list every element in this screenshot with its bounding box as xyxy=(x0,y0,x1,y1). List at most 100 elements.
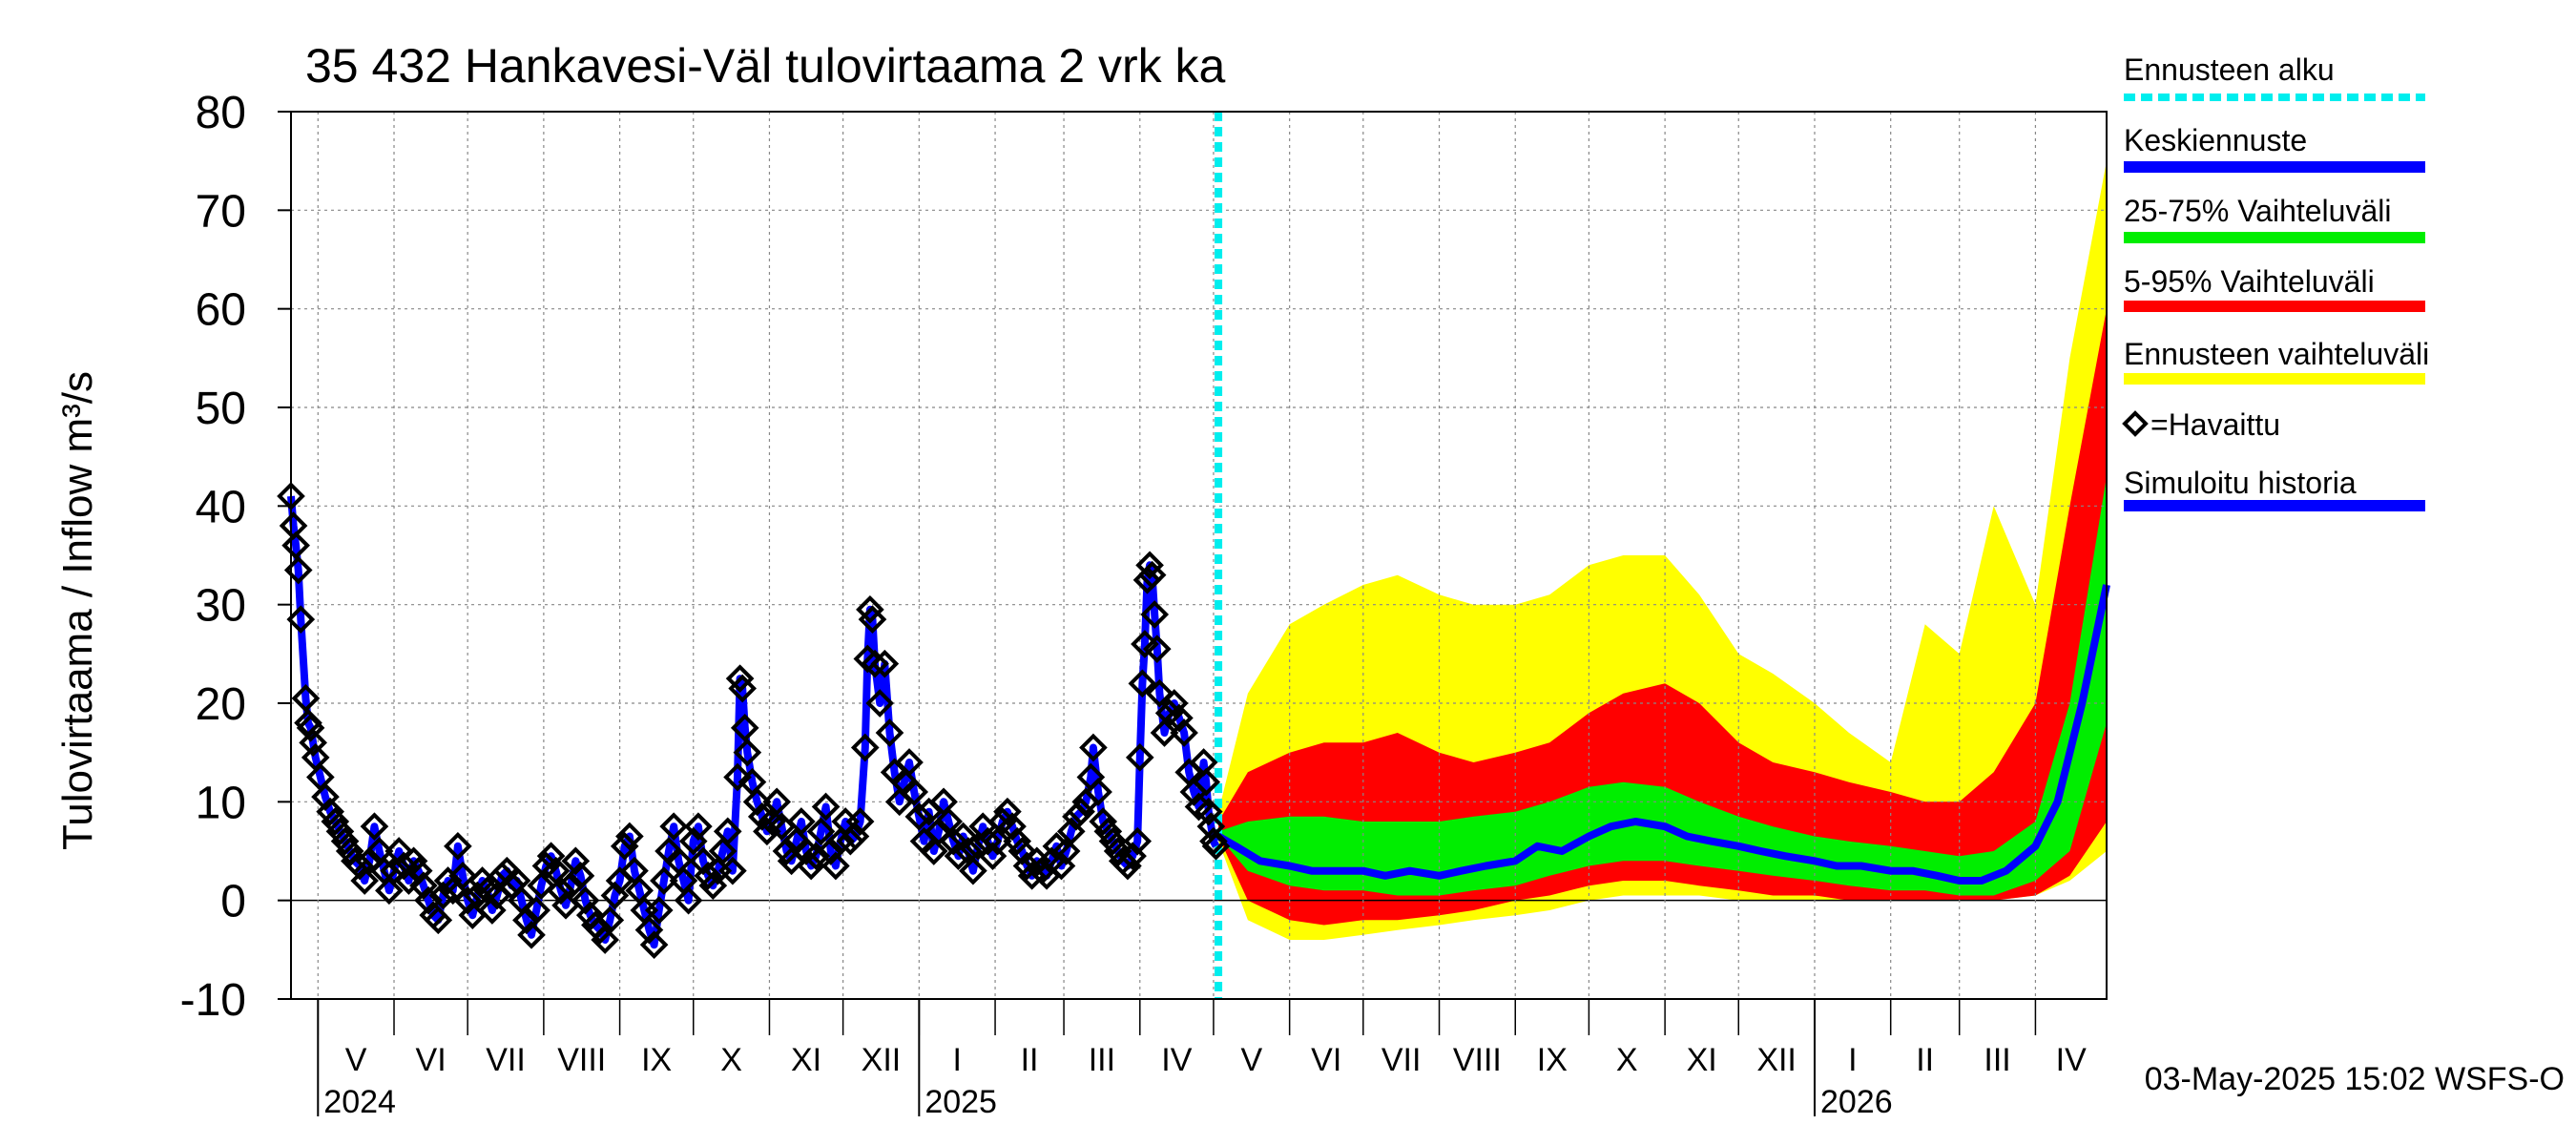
month-label: I xyxy=(1848,1042,1857,1078)
observed-point xyxy=(1089,807,1118,836)
month-label: III xyxy=(1089,1042,1115,1078)
y-axis-label: Tulovirtaama / Inflow m³/s xyxy=(54,371,101,850)
observed-point xyxy=(742,787,772,817)
observed-point xyxy=(586,915,614,945)
observed-point xyxy=(527,871,556,900)
y-tick-label: 50 xyxy=(196,384,246,434)
observed-point xyxy=(571,885,600,915)
observed-point xyxy=(311,782,340,811)
month-label: IX xyxy=(1537,1042,1568,1078)
observed-point xyxy=(1150,718,1179,747)
month-label: X xyxy=(720,1042,742,1078)
y-tick-label: -10 xyxy=(180,975,246,1026)
observed-point xyxy=(615,822,644,851)
observed-point xyxy=(1084,778,1112,806)
observed-point xyxy=(850,733,880,762)
observed-point xyxy=(1093,817,1123,846)
observed-point xyxy=(787,807,816,836)
observed-point xyxy=(1194,797,1223,826)
legend-label: Ennusteen alku xyxy=(2124,52,2335,87)
month-label: VII xyxy=(1381,1042,1422,1078)
observed-point xyxy=(1128,669,1157,698)
observed-point xyxy=(409,871,438,900)
year-label: 2024 xyxy=(323,1084,396,1120)
legend-label: 5-95% Vaihteluväli xyxy=(2124,264,2375,299)
observed-point xyxy=(517,921,546,949)
observed-point xyxy=(816,837,845,865)
observed-point xyxy=(821,851,850,881)
observed-point xyxy=(895,748,924,777)
observed-point xyxy=(1192,767,1221,797)
observed-point xyxy=(856,595,884,624)
observed-point xyxy=(1159,689,1189,718)
observed-point xyxy=(360,812,389,841)
observed-point xyxy=(350,866,379,895)
legend: Ennusteen alku Keskiennuste 25-75% Vaihtel… xyxy=(2122,52,2429,511)
legend-label: Keskiennuste xyxy=(2124,123,2307,157)
observed-point xyxy=(321,807,350,836)
y-tick-label: 80 xyxy=(196,88,246,138)
month-label: VI xyxy=(416,1042,447,1078)
observed-point xyxy=(730,714,759,742)
observed-point xyxy=(998,812,1027,841)
observed-point xyxy=(316,797,344,826)
y-tick-label: 0 xyxy=(220,877,246,927)
observed-point xyxy=(536,842,566,870)
observed-point xyxy=(404,856,433,885)
month-label: VII xyxy=(486,1042,526,1078)
observed-point xyxy=(861,649,889,678)
observed-point xyxy=(380,856,408,885)
timestamp-footer: 03-May-2025 15:02 WSFS-O xyxy=(2145,1061,2565,1097)
observed-point xyxy=(355,846,384,876)
y-tick-label: 20 xyxy=(196,679,246,730)
observed-point xyxy=(561,846,591,876)
observed-point xyxy=(650,866,678,895)
observed-point xyxy=(772,837,801,865)
observed-point xyxy=(826,826,855,856)
month-label: II xyxy=(1021,1042,1039,1078)
observed-point xyxy=(993,797,1022,826)
observed-point xyxy=(424,906,453,935)
month-label: VIII xyxy=(557,1042,606,1078)
observed-point xyxy=(448,862,477,890)
observed-point xyxy=(1201,832,1231,861)
observed-point xyxy=(939,826,968,856)
observed-point xyxy=(345,851,374,881)
observed-point xyxy=(1125,743,1154,772)
series-layer xyxy=(277,112,2110,999)
observed-point xyxy=(591,926,619,954)
observed-point xyxy=(1142,635,1172,663)
observed-point xyxy=(1079,733,1108,762)
observed-point xyxy=(689,846,717,876)
observed-point xyxy=(1140,600,1170,629)
month-label: XII xyxy=(862,1042,902,1078)
observed-point xyxy=(811,792,841,822)
band-2 xyxy=(1218,308,2107,926)
observed-point xyxy=(595,906,625,935)
observed-point xyxy=(281,531,310,560)
band-3 xyxy=(1218,476,2107,896)
observed-point xyxy=(330,826,360,856)
month-label: VIII xyxy=(1453,1042,1502,1078)
observed-point xyxy=(286,605,316,634)
observed-point xyxy=(1051,837,1081,865)
observed-point xyxy=(944,842,973,870)
observed-point xyxy=(973,826,1003,856)
y-tick-label: 40 xyxy=(196,482,246,532)
observed-point xyxy=(723,762,752,792)
observed-point xyxy=(634,915,664,945)
legend-label: Simuloitu historia xyxy=(2124,466,2357,500)
observed-point xyxy=(959,856,987,885)
observed-point xyxy=(375,876,404,906)
observed-point xyxy=(733,738,762,767)
observed-point xyxy=(900,778,929,806)
observed-point xyxy=(919,837,948,865)
y-tick-label: 30 xyxy=(196,581,246,632)
observed-point xyxy=(556,871,585,900)
observed-point xyxy=(762,787,792,817)
observed-point xyxy=(1145,678,1174,708)
observed-point xyxy=(904,802,934,831)
simulated-history-line xyxy=(287,495,1220,949)
observed-point xyxy=(566,862,595,890)
